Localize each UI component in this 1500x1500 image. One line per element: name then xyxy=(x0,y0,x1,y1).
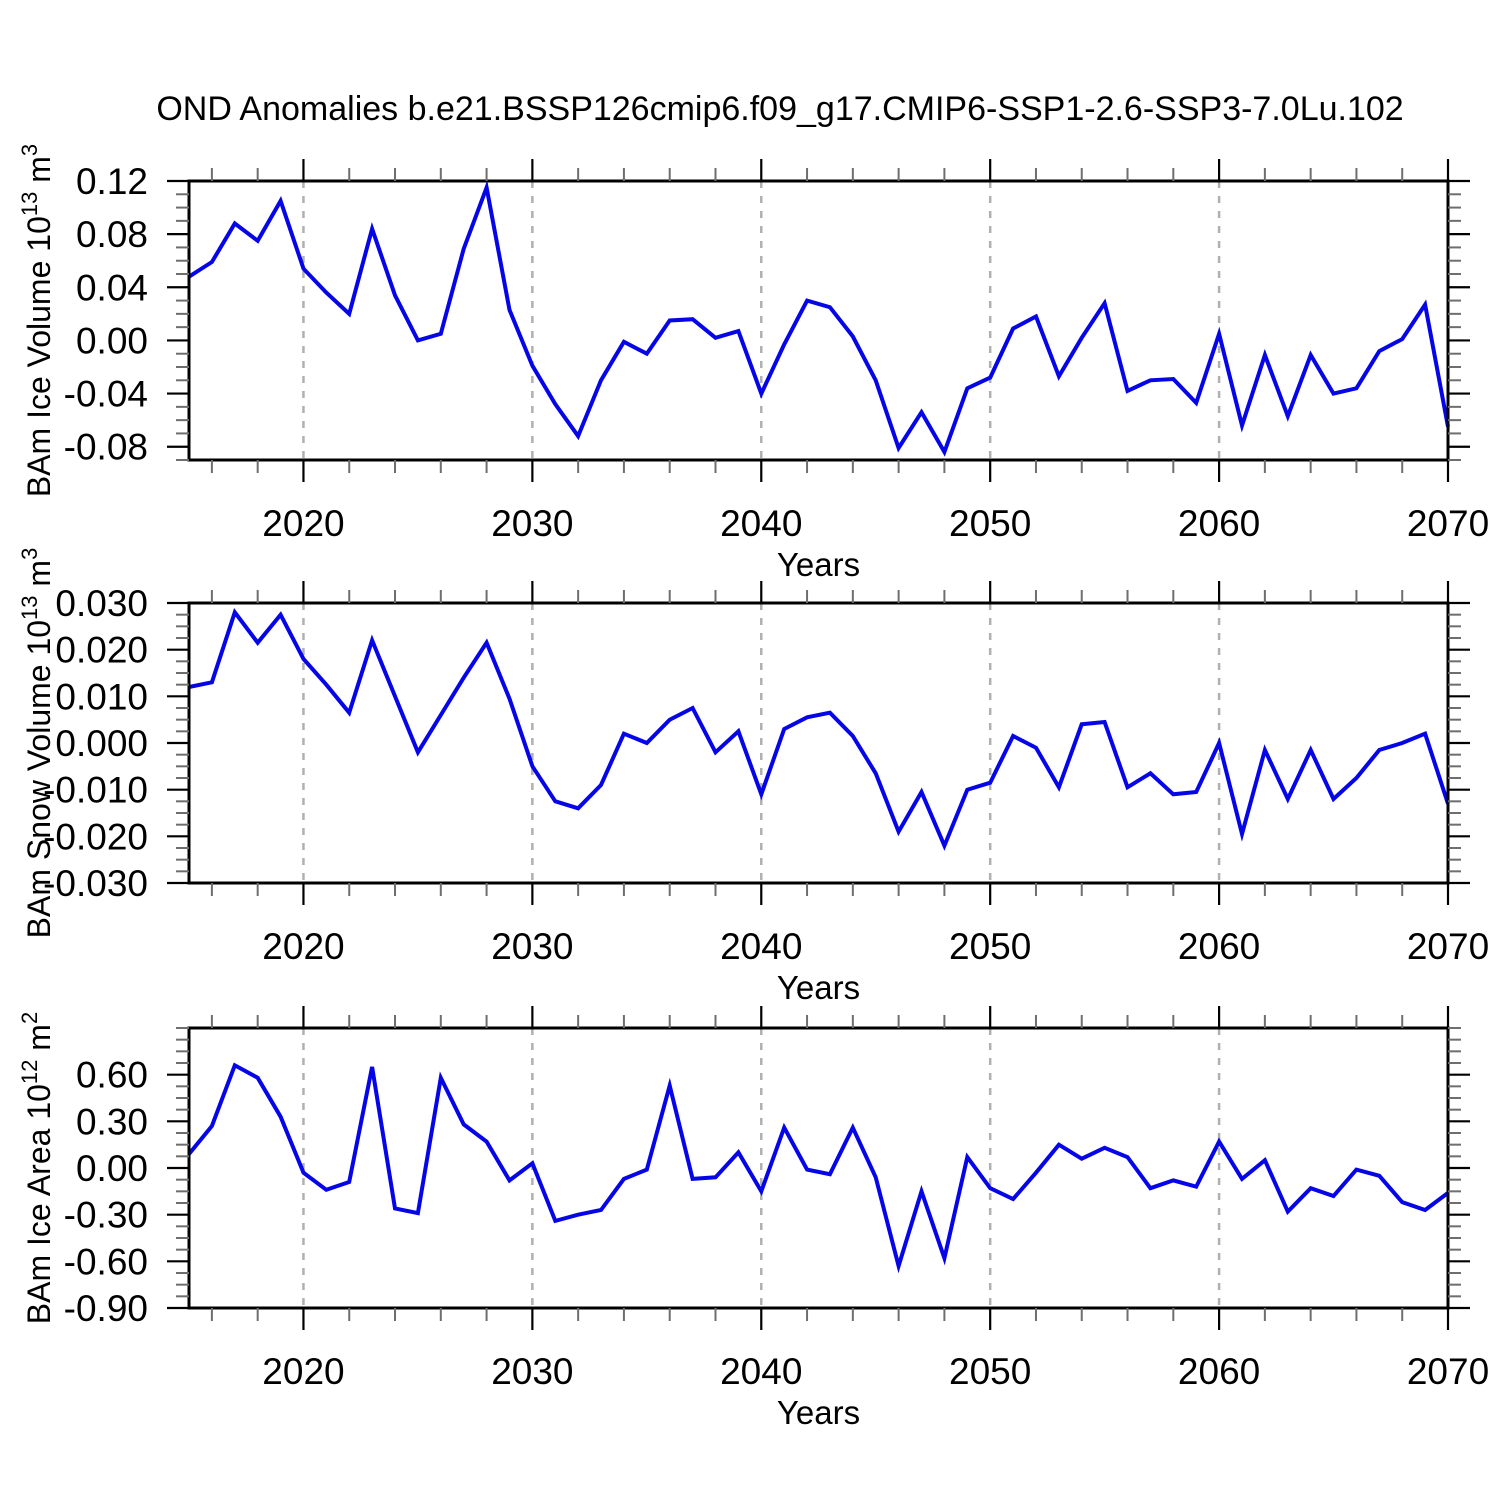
x-axis-label: Years xyxy=(777,1394,860,1431)
x-tick-label: 2070 xyxy=(1407,926,1489,967)
x-tick-label: 2050 xyxy=(949,503,1031,544)
y-tick-label: 0.04 xyxy=(76,267,148,308)
y-tick-label: 0.08 xyxy=(76,214,148,255)
x-axis-label: Years xyxy=(777,969,860,1006)
panel-snow-volume: 2020 2030 2040 2050 2060 2070 0.030 0.020 0.010 0… xyxy=(17,548,1489,1006)
y-axis-label: BAm Ice Area 1012 m2 xyxy=(17,1012,57,1324)
y-tick-label: -0.08 xyxy=(64,427,148,468)
axis-frame xyxy=(187,179,1450,462)
data-line-snow-volume xyxy=(188,608,1450,851)
y-tick-label: 0.000 xyxy=(55,723,148,764)
x-tick-label: 2030 xyxy=(491,503,573,544)
y-tick-label: 0.020 xyxy=(55,630,148,671)
y-tick-label: 0.30 xyxy=(76,1101,148,1142)
x-tick-label: 2040 xyxy=(720,503,802,544)
x-tick-label: 2070 xyxy=(1407,1351,1489,1392)
y-tick-label: -0.30 xyxy=(64,1195,148,1236)
y-tick-label: 0.12 xyxy=(76,161,148,202)
panel-ice-area: 2020 2030 2040 2050 2060 2070 0.60 0.30 0.00 -0.3… xyxy=(17,1006,1489,1431)
x-tick-label: 2070 xyxy=(1407,503,1489,544)
x-tick-label: 2030 xyxy=(491,926,573,967)
y-axis-label: BAm Ice Volume 1013 m3 xyxy=(17,144,57,497)
x-tick-label: 2050 xyxy=(949,926,1031,967)
x-axis-label: Years xyxy=(777,546,860,583)
x-tick-label: 2020 xyxy=(262,503,344,544)
y-tick-label: -0.010 xyxy=(43,770,148,811)
x-tick-label: 2020 xyxy=(262,1351,344,1392)
x-tick-label: 2060 xyxy=(1178,503,1260,544)
y-tick-label: -0.60 xyxy=(64,1241,148,1282)
y-tick-label: -0.030 xyxy=(43,863,148,904)
y-tick-label: -0.90 xyxy=(64,1288,148,1329)
x-tick-label: 2030 xyxy=(491,1351,573,1392)
axis-frame xyxy=(187,1026,1450,1310)
y-tick-label: -0.04 xyxy=(64,374,148,415)
chart-title: OND Anomalies b.e21.BSSP126cmip6.f09_g17… xyxy=(156,90,1404,128)
data-line-ice-area xyxy=(187,1062,1450,1274)
y-tick-label: 0.00 xyxy=(76,320,148,361)
y-tick-label: 0.60 xyxy=(76,1055,148,1096)
y-tick-label: 0.010 xyxy=(55,676,148,717)
axis-frame xyxy=(187,601,1450,885)
y-tick-label: 0.030 xyxy=(55,583,148,624)
x-tick-label: 2040 xyxy=(720,926,802,967)
panel-ice-volume: 2020 2030 2040 2050 2060 2070 0.12 0.08 0.04 0.00… xyxy=(17,144,1489,583)
x-tick-label: 2060 xyxy=(1178,926,1260,967)
x-tick-label: 2060 xyxy=(1178,1351,1260,1392)
y-axis-label: BAm Snow Volume 1013 m3 xyxy=(17,548,57,939)
x-tick-label: 2040 xyxy=(720,1351,802,1392)
x-tick-label: 2050 xyxy=(949,1351,1031,1392)
y-tick-label: -0.020 xyxy=(43,816,148,857)
x-tick-label: 2020 xyxy=(262,926,344,967)
y-tick-label: 0.00 xyxy=(76,1148,148,1189)
data-line-ice-volume xyxy=(187,180,1450,457)
